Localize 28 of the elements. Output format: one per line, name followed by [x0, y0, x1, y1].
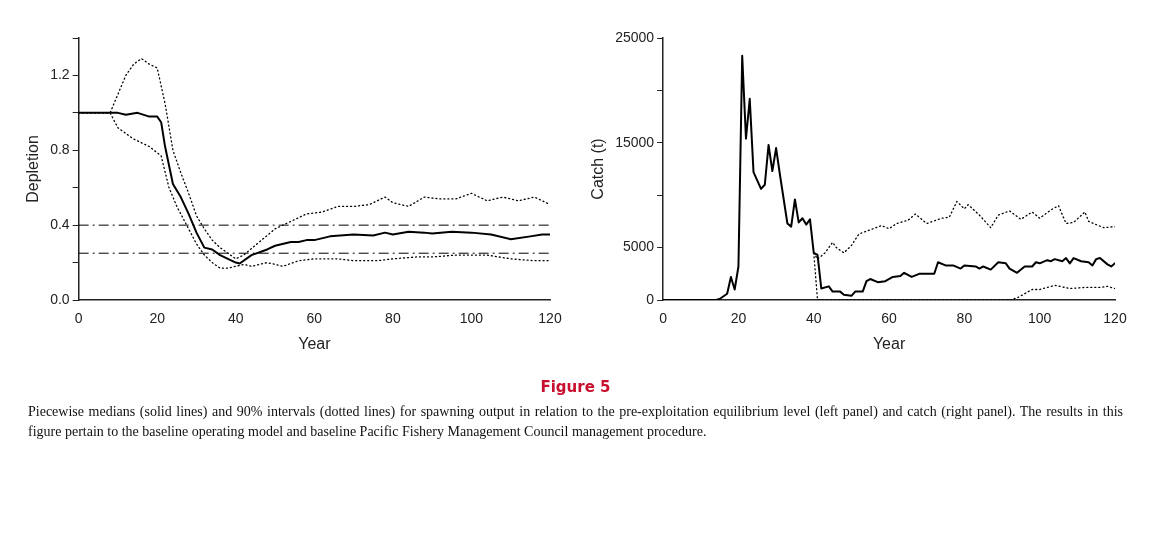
y-tick-label: 15000	[615, 133, 655, 150]
x-tick-label: 100	[1028, 310, 1052, 327]
x-axis-title: Year	[298, 334, 332, 352]
y-tick-label: 25000	[615, 28, 655, 45]
x-tick-label: 40	[805, 310, 822, 327]
x-tick-label: 120	[538, 310, 562, 327]
y-tick-label: 0.0	[50, 290, 70, 307]
y-axis-title: Depletion	[24, 135, 42, 203]
x-tick-label: 0	[659, 310, 668, 327]
x-tick-label: 20	[149, 310, 166, 327]
x-tick-label: 120	[1103, 310, 1127, 327]
x-tick-label: 100	[459, 310, 484, 327]
y-tick-label: 5000	[622, 238, 655, 255]
x-tick-label: 20	[730, 310, 747, 327]
text: Figure 5	[539, 378, 612, 396]
x-axis-title: Year	[872, 334, 906, 352]
x-tick-label: 40	[227, 310, 244, 327]
text: Piecewise medians (solid lines) and 90% intervals (dotted lines) for spawning output in relation to the pre-exploitation equilibrium level (left panel) and catch (right panel). The results in this figure pertain to the baseline operating model and baseline Pacific Fishery Management Council management procedure.	[28, 403, 1123, 441]
y-tick-label: 0	[646, 290, 655, 307]
x-tick-label: 60	[881, 310, 898, 327]
x-tick-label: 60	[306, 310, 323, 327]
y-axis-title: Catch (t)	[589, 138, 607, 200]
x-tick-label: 80	[385, 310, 401, 327]
y-tick-label: 0.8	[50, 141, 70, 158]
x-tick-label: 0	[74, 310, 83, 327]
x-tick-label: 80	[956, 310, 973, 327]
y-tick-label: 0.4	[50, 216, 70, 232]
y-tick-label: 1.2	[50, 66, 70, 83]
